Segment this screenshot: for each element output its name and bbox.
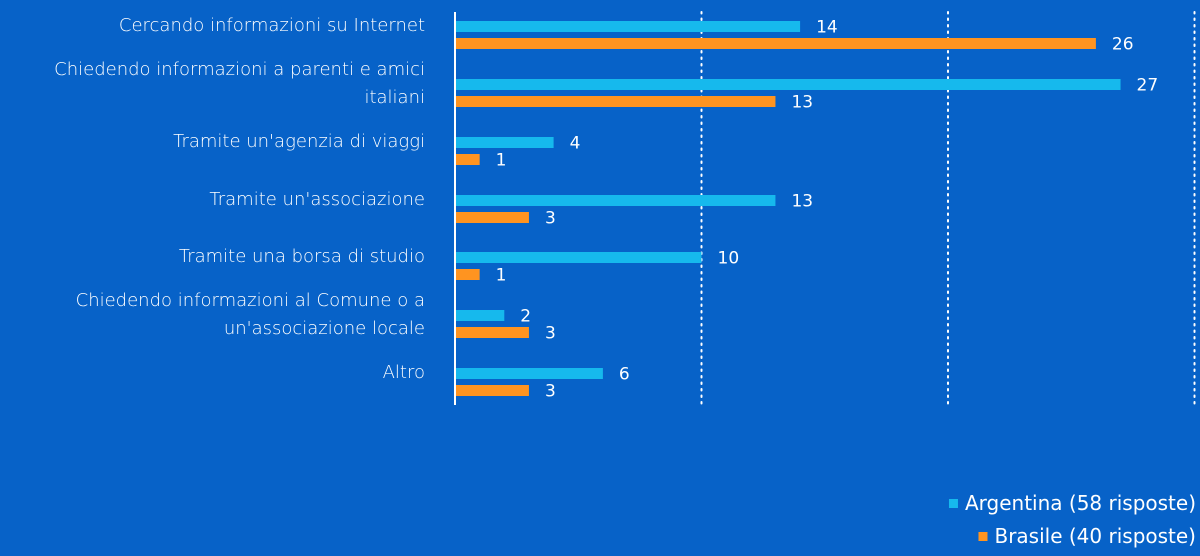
legend-label-brasile: Brasile (40 risposte) <box>994 524 1196 548</box>
bar-brasile-6 <box>455 385 529 396</box>
bar-brasile-5 <box>455 327 529 338</box>
bar-argentina-5 <box>455 310 505 321</box>
bar-brasile-3 <box>455 212 529 223</box>
category-labels: Cercando informazioni su Internet Chieden… <box>54 15 425 383</box>
data-label-brasile-5: 3 <box>545 324 556 344</box>
data-label-argentina-5: 2 <box>520 307 531 327</box>
bar-argentina-0 <box>455 21 801 32</box>
legend-swatch-argentina <box>948 499 958 508</box>
data-label-argentina-2: 4 <box>570 134 581 154</box>
legend: Argentina (58 risposte) Brasile (40 rispo… <box>948 491 1196 548</box>
bar-argentina-1 <box>455 79 1121 90</box>
data-label-argentina-6: 6 <box>619 365 630 385</box>
category-label-5-line0: Chiedendo informazioni al Comune o a <box>76 290 425 311</box>
bar-brasile-1 <box>455 96 776 107</box>
gridlines <box>700 11 1196 406</box>
bar-argentina-2 <box>455 137 554 148</box>
data-label-brasile-1: 13 <box>791 93 813 113</box>
data-label-argentina-0: 14 <box>816 18 838 38</box>
bar-brasile-4 <box>455 269 480 280</box>
data-label-argentina-4: 10 <box>718 249 740 269</box>
data-label-brasile-3: 3 <box>545 209 556 229</box>
category-label-0: Cercando informazioni su Internet <box>119 15 425 36</box>
data-label-brasile-6: 3 <box>545 382 556 402</box>
category-label-1-line1: italiani <box>364 87 425 108</box>
category-label-6: Altro <box>383 362 425 383</box>
bar-brasile-0 <box>455 38 1096 49</box>
category-label-3: Tramite un'associazione <box>209 189 425 210</box>
category-label-1-line0: Chiedendo informazioni a parenti e amici <box>54 59 425 80</box>
category-label-5-line1: un'associazione locale <box>224 318 425 339</box>
data-label-brasile-2: 1 <box>496 151 507 171</box>
legend-swatch-brasile <box>978 532 988 541</box>
legend-label-argentina: Argentina (58 risposte) <box>965 491 1196 515</box>
bar-argentina-4 <box>455 252 702 263</box>
bar-brasile-2 <box>455 154 480 165</box>
data-label-argentina-1: 27 <box>1137 76 1159 96</box>
bar-argentina-3 <box>455 195 776 206</box>
data-label-argentina-3: 13 <box>791 192 813 212</box>
data-label-brasile-4: 1 <box>496 266 507 286</box>
bar-argentina-6 <box>455 368 603 379</box>
category-label-4: Tramite una borsa di studio <box>179 246 425 267</box>
data-label-brasile-0: 26 <box>1112 35 1134 55</box>
category-label-2: Tramite un'agenzia di viaggi <box>173 131 425 152</box>
